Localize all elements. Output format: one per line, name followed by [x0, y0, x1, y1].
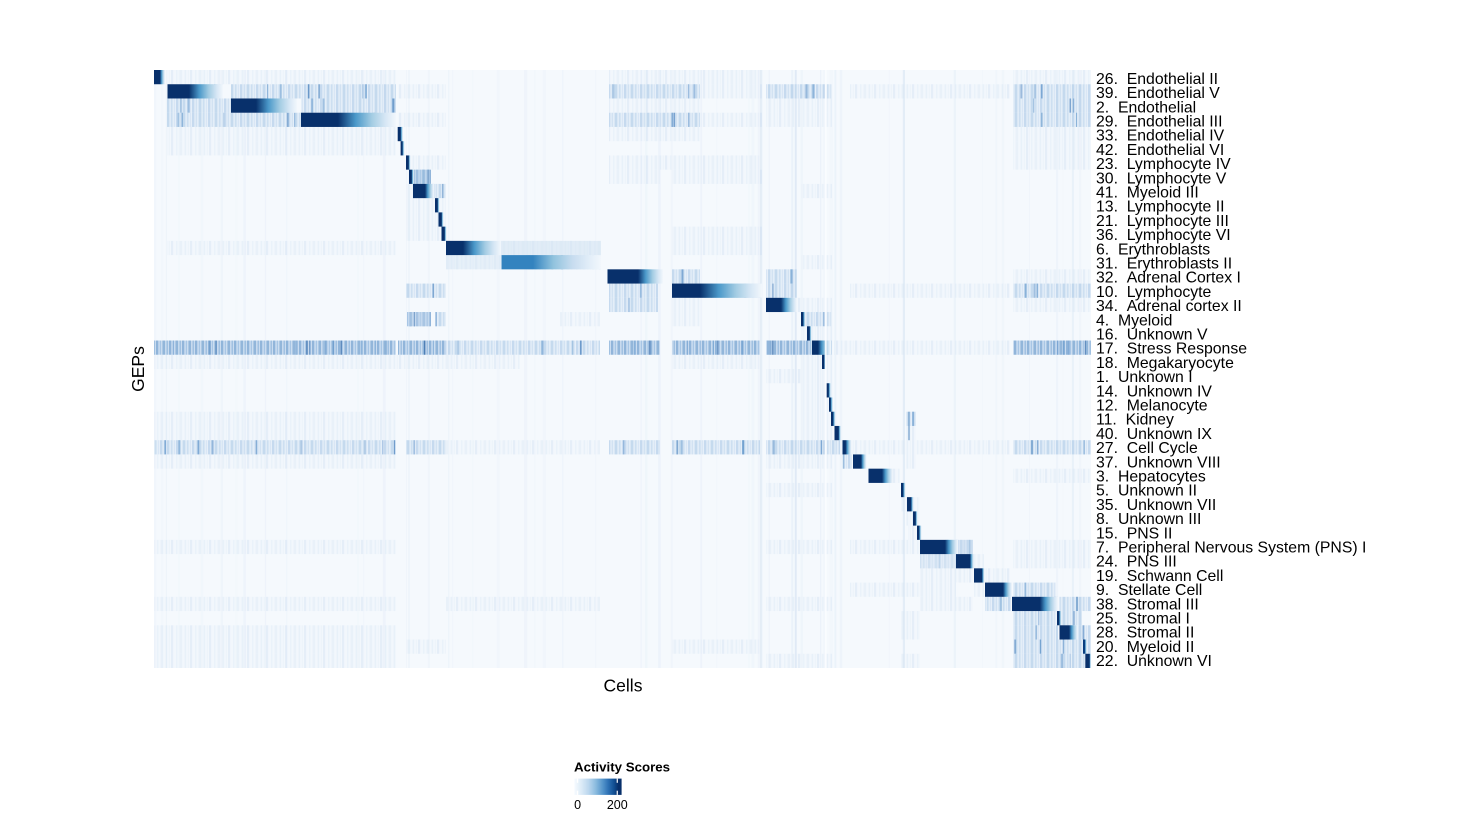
svg-text:Cells: Cells [604, 676, 643, 696]
svg-text:12. Melanocyte: 12. Melanocyte [1096, 398, 1208, 415]
svg-text:4. Myeloid: 4. Myeloid [1096, 312, 1172, 329]
svg-text:8. Unknown III: 8. Unknown III [1096, 511, 1201, 528]
svg-text:14. Unknown IV: 14. Unknown IV [1096, 383, 1212, 400]
svg-text:Activity Scores: Activity Scores [574, 760, 670, 775]
svg-text:22. Unknown VI: 22. Unknown VI [1096, 653, 1212, 670]
svg-text:200: 200 [607, 798, 628, 812]
svg-text:15. PNS II: 15. PNS II [1096, 525, 1172, 542]
svg-text:3. Hepatocytes: 3. Hepatocytes [1096, 469, 1206, 486]
svg-text:10. Lymphocyte: 10. Lymphocyte [1096, 284, 1212, 301]
svg-text:13. Lymphocyte II: 13. Lymphocyte II [1096, 199, 1225, 216]
svg-text:36. Lymphocyte VI: 36. Lymphocyte VI [1096, 227, 1231, 244]
svg-text:23. Lymphocyte IV: 23. Lymphocyte IV [1096, 156, 1231, 173]
svg-text:26. Endothelial II: 26. Endothelial II [1096, 71, 1218, 88]
svg-text:32. Adrenal Cortex I: 32. Adrenal Cortex I [1096, 270, 1241, 287]
svg-text:37. Unknown VIII: 37. Unknown VIII [1096, 454, 1221, 471]
svg-text:11. Kidney: 11. Kidney [1096, 412, 1174, 429]
svg-text:35. Unknown VII: 35. Unknown VII [1096, 497, 1216, 514]
svg-text:6. Erythroblasts: 6. Erythroblasts [1096, 241, 1210, 258]
svg-text:9. Stellate Cell: 9. Stellate Cell [1096, 582, 1202, 599]
svg-text:41. Myeloid III: 41. Myeloid III [1096, 185, 1199, 202]
svg-text:16. Unknown V: 16. Unknown V [1096, 327, 1208, 344]
svg-text:20. Myeloid II: 20. Myeloid II [1096, 639, 1194, 656]
svg-text:40. Unknown IX: 40. Unknown IX [1096, 426, 1212, 443]
svg-text:21. Lymphocyte III: 21. Lymphocyte III [1096, 213, 1229, 230]
svg-text:42. Endothelial VI: 42. Endothelial VI [1096, 142, 1224, 159]
svg-text:18. Megakaryocyte: 18. Megakaryocyte [1096, 355, 1234, 372]
svg-text:1. Unknown I: 1. Unknown I [1096, 369, 1193, 386]
svg-text:30. Lymphocyte V: 30. Lymphocyte V [1096, 170, 1227, 187]
svg-text:28. Stromal II: 28. Stromal II [1096, 625, 1194, 642]
svg-text:29. Endothelial III: 29. Endothelial III [1096, 114, 1222, 131]
svg-text:33. Endothelial IV: 33. Endothelial IV [1096, 128, 1225, 145]
svg-text:39. Endothelial V: 39. Endothelial V [1096, 85, 1220, 102]
svg-text:5. Unknown II: 5. Unknown II [1096, 483, 1197, 500]
svg-text:34. Adrenal cortex II: 34. Adrenal cortex II [1096, 298, 1242, 315]
svg-text:31. Erythroblasts II: 31. Erythroblasts II [1096, 256, 1232, 273]
svg-text:GEPs: GEPs [128, 346, 148, 392]
svg-text:25. Stromal I: 25. Stromal I [1096, 611, 1190, 628]
svg-text:17. Stress Response: 17. Stress Response [1096, 341, 1247, 358]
svg-text:19. Schwann Cell: 19. Schwann Cell [1096, 568, 1223, 585]
svg-text:7. Peripheral Nervous System: 7. Peripheral Nervous System (PNS) I [1096, 540, 1366, 557]
svg-text:0: 0 [574, 798, 581, 812]
svg-text:38. Stromal III: 38. Stromal III [1096, 596, 1199, 613]
svg-text:27. Cell Cycle: 27. Cell Cycle [1096, 440, 1198, 457]
svg-text:24. PNS III: 24. PNS III [1096, 554, 1177, 571]
svg-text:2. Endothelial: 2. Endothelial [1096, 99, 1196, 116]
